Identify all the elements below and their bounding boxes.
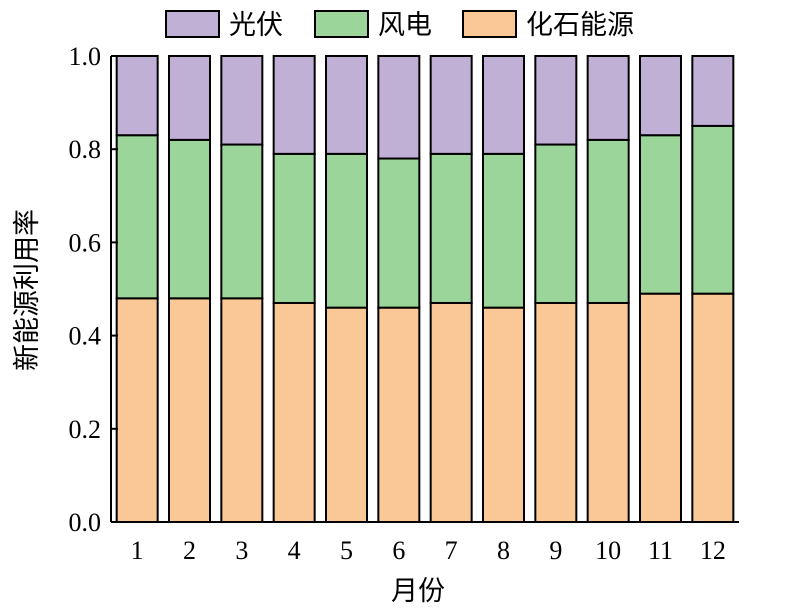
bar-风电-8 [482,152,525,309]
x-tick-label: 2 [183,536,196,565]
bar-化石能源-12 [691,292,735,523]
y-tick-label: 0.8 [69,135,102,164]
bar-光伏-8 [482,55,525,155]
bar-光伏-9 [534,55,578,146]
bar-化石能源-9 [534,301,578,524]
legend-label-化石能源: 化石能源 [526,10,634,41]
legend-swatch-化石能源 [462,10,517,38]
x-tick-label: 7 [445,536,458,565]
legend-label-光伏: 光伏 [229,10,283,41]
x-axis-title: 月份 [391,576,445,607]
legend: 光伏 风电 化石能源 [165,10,634,41]
bar-光伏-1 [115,55,159,137]
axes-layer: 0.00.20.40.60.81.01 2 3 4 5 6 7 8 9 10 11 12 [69,42,739,565]
bar-化石能源-8 [482,306,525,524]
bar-化石能源-7 [429,301,473,524]
bar-化石能源-6 [377,306,421,524]
bar-风电-11 [639,134,682,295]
bar-风电-1 [115,134,159,300]
bar-化石能源-5 [325,306,368,524]
x-tick-label: 10 [595,536,621,565]
bar-光伏-7 [429,55,473,155]
x-tick-label: 1 [131,536,144,565]
bar-光伏-10 [586,55,630,141]
bars-layer [115,55,735,524]
bar-化石能源-2 [168,297,211,523]
x-tick-label: 3 [235,536,248,565]
legend-label-风电: 风电 [378,10,432,41]
bar-化石能源-3 [220,297,264,523]
bar-光伏-12 [691,55,735,127]
bar-化石能源-11 [639,292,682,523]
y-tick-label: 0.0 [69,508,102,537]
bar-风电-12 [691,124,735,295]
y-tick-label: 1.0 [69,42,102,71]
bar-光伏-5 [325,55,368,155]
legend-swatch-风电 [314,10,369,38]
bar-光伏-2 [168,55,211,141]
bar-光伏-4 [272,55,316,155]
bar-化石能源-10 [586,301,630,524]
x-tick-label: 11 [648,536,673,565]
legend-swatch-光伏 [165,10,220,38]
y-tick-label: 0.2 [69,415,102,444]
bar-风电-4 [272,152,316,304]
bar-风电-5 [325,152,368,309]
y-tick-label: 0.4 [69,322,102,351]
bar-化石能源-1 [115,297,159,523]
bar-风电-6 [377,157,421,309]
bar-光伏-11 [639,55,682,137]
bar-风电-9 [534,143,578,304]
bar-风电-3 [220,143,264,300]
bar-风电-2 [168,138,211,300]
bar-光伏-6 [377,55,421,160]
y-tick-label: 0.6 [69,228,102,257]
x-tick-label: 8 [497,536,510,565]
x-tick-label: 6 [392,536,405,565]
x-tick-label: 9 [549,536,562,565]
bar-风电-7 [429,152,473,304]
y-axis-title: 新能源利用率 [12,209,43,371]
x-tick-label: 12 [700,536,726,565]
x-tick-label: 4 [288,536,301,565]
bar-光伏-3 [220,55,264,146]
bar-风电-10 [586,138,630,304]
x-tick-label: 5 [340,536,353,565]
bar-化石能源-4 [272,301,316,524]
